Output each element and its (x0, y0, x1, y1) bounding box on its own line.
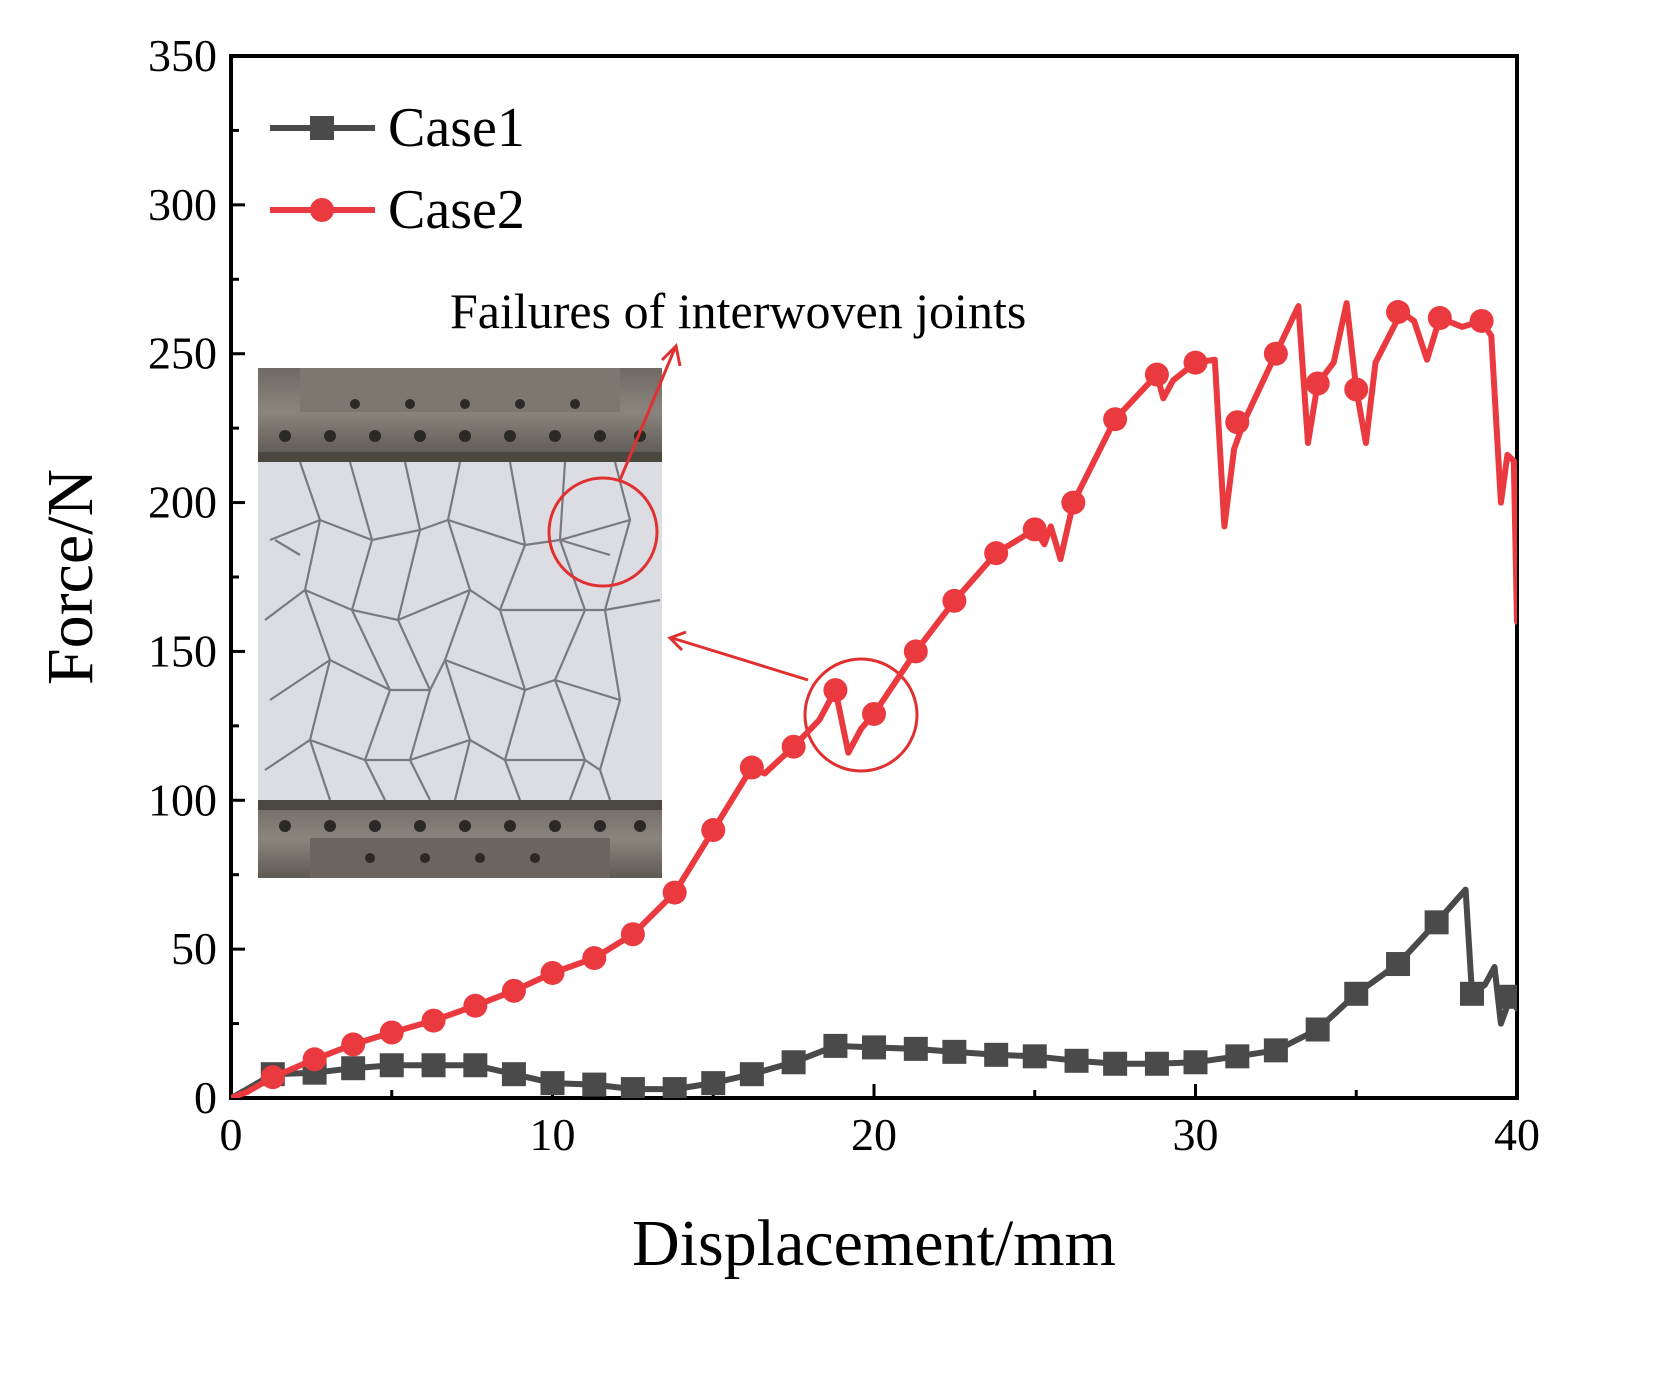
data-point-case1 (1459, 981, 1484, 1006)
data-point-case1 (1386, 952, 1411, 977)
data-point-case2 (620, 922, 645, 947)
data-point-case2 (260, 1065, 285, 1090)
y-tick-label: 150 (148, 625, 217, 676)
data-point-case1 (1344, 981, 1369, 1006)
data-point-case2 (1386, 300, 1411, 325)
x-tick-label: 10 (530, 1109, 576, 1160)
data-point-case1 (903, 1036, 928, 1061)
data-point-case2 (421, 1008, 446, 1033)
data-point-case1 (701, 1071, 726, 1096)
data-point-case2 (862, 701, 886, 726)
data-point-case2 (1061, 490, 1086, 515)
x-tick-label: 30 (1173, 1109, 1219, 1160)
x-tick-label: 40 (1494, 1109, 1540, 1160)
y-tick-label: 100 (148, 774, 217, 825)
data-point-case2 (823, 678, 848, 703)
legend-marker-case1 (310, 116, 334, 140)
annotation-text: Failures of interwoven joints (450, 283, 1026, 339)
y-tick-label: 50 (171, 923, 217, 974)
data-point-case1 (421, 1053, 446, 1078)
data-point-case1 (341, 1056, 366, 1081)
data-point-case2 (942, 588, 967, 613)
y-tick-label: 250 (148, 328, 217, 379)
data-point-case2 (1263, 341, 1288, 366)
data-point-case1 (379, 1053, 404, 1078)
data-point-case1 (1225, 1044, 1250, 1069)
legend-item-case2: Case2 (270, 179, 525, 241)
data-point-case1 (1103, 1051, 1128, 1076)
specimen-photo (258, 368, 662, 878)
legend-item-case1: Case1 (270, 97, 525, 159)
data-point-case2 (1469, 308, 1494, 333)
axis-ticks: 0 10 20 30 40 0 50 100 150 200 250 300 350 (148, 30, 1540, 1160)
legend: Case1 Case2 (270, 97, 525, 241)
data-point-case2 (540, 960, 565, 985)
data-point-case2 (1144, 362, 1169, 387)
x-axis-title: Displacement/mm (632, 1207, 1116, 1280)
data-point-case2 (1225, 410, 1250, 435)
y-tick-label: 200 (148, 477, 217, 528)
data-point-case2 (701, 818, 726, 843)
data-point-case2 (1022, 517, 1047, 542)
legend-label-case1: Case1 (388, 97, 525, 159)
data-point-case2 (582, 946, 607, 971)
data-point-case2 (1305, 371, 1330, 396)
annotation-arrow-up (618, 342, 682, 481)
annotation-arrow-left (667, 630, 809, 682)
data-point-case1 (662, 1077, 687, 1098)
series-case2 (231, 300, 1517, 1098)
data-point-case1 (620, 1077, 645, 1098)
data-point-case2 (302, 1047, 327, 1072)
data-point-case2 (463, 993, 488, 1018)
data-point-case2 (1103, 407, 1128, 432)
data-point-case2 (903, 639, 928, 664)
data-point-case1 (1263, 1038, 1288, 1063)
data-point-case1 (739, 1062, 764, 1087)
data-point-case1 (823, 1033, 848, 1058)
x-tick-label: 20 (851, 1109, 897, 1160)
data-point-case2 (341, 1032, 366, 1057)
data-point-case1 (942, 1039, 967, 1064)
series-case1 (231, 886, 1517, 1098)
data-point-case1 (1022, 1044, 1047, 1069)
data-point-case1 (1305, 1017, 1330, 1042)
data-point-case1 (984, 1042, 1009, 1067)
x-tick-label: 0 (220, 1109, 243, 1160)
data-point-case1 (463, 1053, 488, 1078)
y-axis-title: Force/N (34, 469, 107, 685)
legend-marker-case2 (310, 198, 334, 222)
failure-annotation: Failures of interwoven joints (450, 283, 1026, 773)
data-point-case2 (739, 755, 764, 780)
data-point-case1 (1424, 910, 1449, 935)
data-point-case1 (501, 1062, 526, 1087)
data-point-case2 (501, 978, 526, 1003)
y-tick-label: 300 (148, 179, 217, 230)
data-point-case1 (781, 1050, 806, 1075)
data-point-case1 (1183, 1050, 1208, 1075)
legend-label-case2: Case2 (388, 179, 525, 241)
data-point-case1 (862, 1035, 886, 1060)
data-point-case1 (540, 1071, 565, 1096)
data-point-case1 (1498, 984, 1517, 1009)
data-point-case2 (984, 541, 1009, 566)
data-point-case2 (379, 1020, 404, 1045)
highlight-circle-inset (547, 476, 659, 588)
y-tick-label: 350 (148, 30, 217, 81)
data-point-case2 (781, 734, 806, 759)
data-point-case1 (1064, 1048, 1089, 1073)
data-point-case2 (1427, 305, 1452, 330)
highlight-circle-curve (803, 657, 919, 773)
data-point-case1 (1144, 1051, 1169, 1076)
data-point-case2 (1344, 377, 1369, 402)
data-point-case1 (582, 1072, 607, 1097)
data-point-case2 (1183, 350, 1208, 375)
y-tick-label: 0 (194, 1072, 217, 1123)
data-point-case2 (662, 880, 687, 905)
